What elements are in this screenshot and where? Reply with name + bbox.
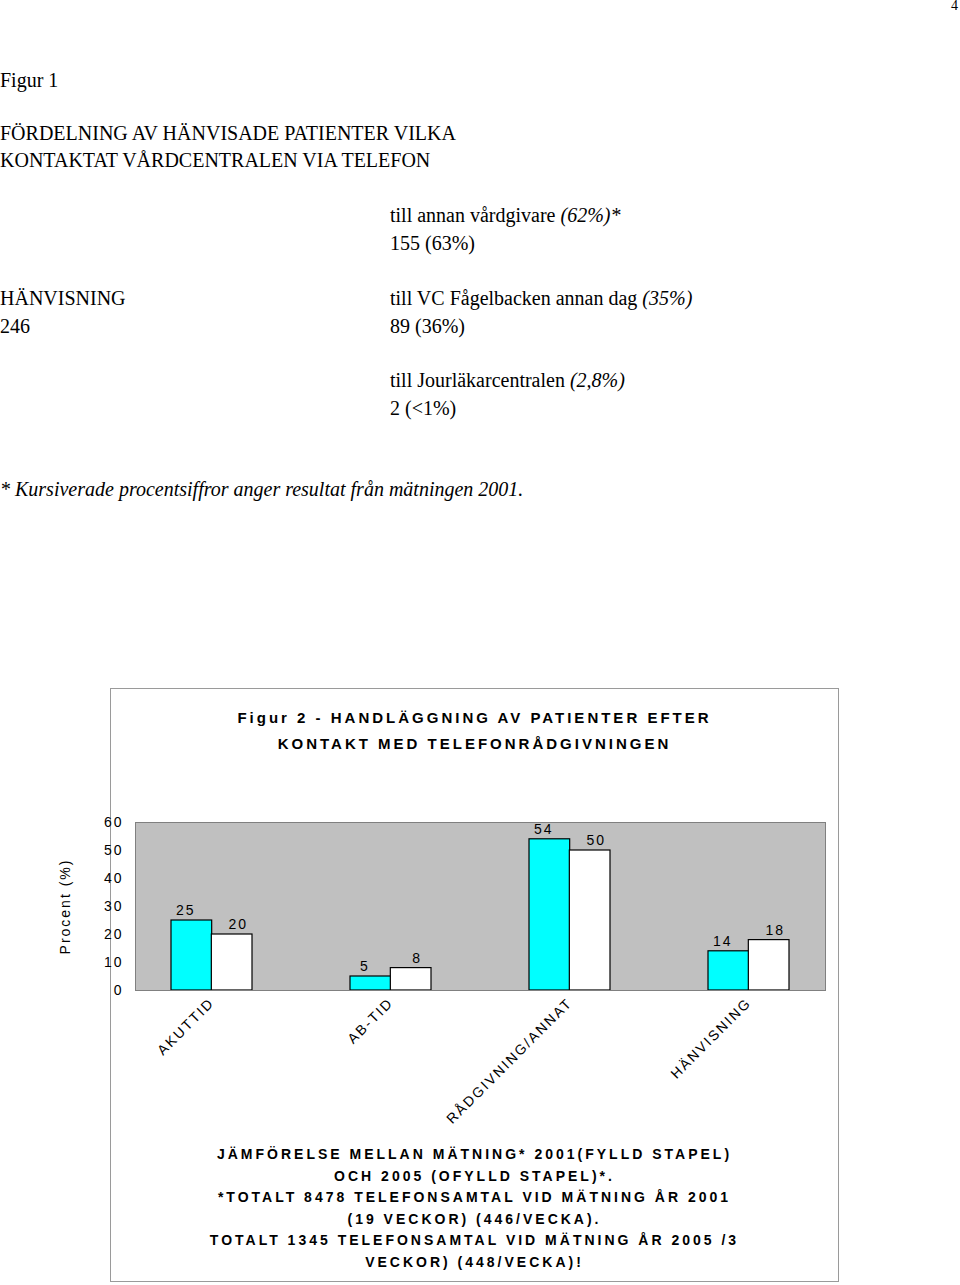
html-text:OCH 2005 (OFYLLD STAPEL)*.: OCH 2005 (OFYLLD STAPEL)*. (334, 1167, 615, 1184)
html-text:2 (<1%): 2 (<1%) (390, 397, 457, 419)
html-text:KONTAKT MED TELEFONRÅDGIVNINGE: KONTAKT MED TELEFONRÅDGIVNINGEN (277, 735, 672, 752)
svg-text:50: 50 (586, 832, 606, 848)
html-text:89 (36%): 89 (36%) (390, 315, 465, 337)
html-text:till VC Fågelbacken annan dag: till VC Fågelbacken annan dag (35%) (390, 287, 693, 309)
html-text:JÄMFÖRELSE MELLAN MÄTNING* 200: JÄMFÖRELSE MELLAN MÄTNING* 2001(FYLLD ST… (217, 1146, 732, 1162)
html-text:VECKOR) (448/VECKA)!: VECKOR) (448/VECKA)! (365, 1253, 584, 1270)
html-text:till annan vårdgivare (62%)*: till annan vårdgivare (62%)* (390, 204, 621, 226)
svg-text:40: 40 (104, 870, 124, 886)
html-text:155 (63%): 155 (63%) (390, 232, 475, 254)
html-text:246: 246 (0, 315, 30, 337)
html-text:KONTAKTAT VÅRDCENTRALEN VIA TE: KONTAKTAT VÅRDCENTRALEN VIA TELEFON (0, 149, 431, 171)
svg-text:14: 14 (713, 933, 733, 949)
html-text:FÖRDELNING AV HÄNVISADE PATIEN: FÖRDELNING AV HÄNVISADE PATIENTER VILKA (0, 122, 456, 144)
svg-text:AKUTTID: AKUTTID (154, 994, 218, 1058)
svg-text:20: 20 (104, 926, 124, 942)
html-text:TOTALT 1345 TELEFONSAMTAL VID: TOTALT 1345 TELEFONSAMTAL VID MÄTNING ÅR… (209, 1232, 740, 1248)
svg-text:0: 0 (114, 982, 124, 998)
svg-text:HÄNVISNING: HÄNVISNING (667, 994, 754, 1081)
svg-text:50: 50 (104, 842, 124, 858)
html-text:Figur 2 - HANDLÄGGNING AV PATI: Figur 2 - HANDLÄGGNING AV PATIENTER EFTE… (237, 709, 712, 726)
html-text:till Jourläkarcentralen (2,8%): till Jourläkarcentralen (2,8%) (390, 369, 625, 391)
svg-text:AB-TID: AB-TID (344, 994, 396, 1046)
svg-text:54: 54 (534, 821, 554, 837)
html-text:Figur 1: Figur 1 (0, 69, 59, 91)
svg-text:30: 30 (104, 898, 124, 914)
svg-text:RÅDGIVNING/ANNAT: RÅDGIVNING/ANNAT (443, 994, 575, 1126)
svg-text:20: 20 (228, 916, 248, 932)
html-text:* Kursiverade procentsiffror a: * Kursiverade procentsiffror anger resul… (0, 478, 524, 500)
html-text:HÄNVISNING: HÄNVISNING (0, 287, 126, 309)
svg-text:60: 60 (104, 814, 124, 830)
html-text:(19 VECKOR) (446/VECKA).: (19 VECKOR) (446/VECKA). (347, 1210, 602, 1227)
svg-text:18: 18 (765, 922, 785, 938)
svg-text:10: 10 (104, 954, 124, 970)
svg-text:Procent (%): Procent (%) (57, 859, 73, 955)
svg-text:8: 8 (412, 950, 422, 966)
svg-text:25: 25 (176, 902, 196, 918)
html-text:*TOTALT 8478 TELEFONSAMTAL VID: *TOTALT 8478 TELEFONSAMTAL VID MÄTNING Å… (217, 1189, 732, 1205)
svg-text:5: 5 (360, 958, 370, 974)
